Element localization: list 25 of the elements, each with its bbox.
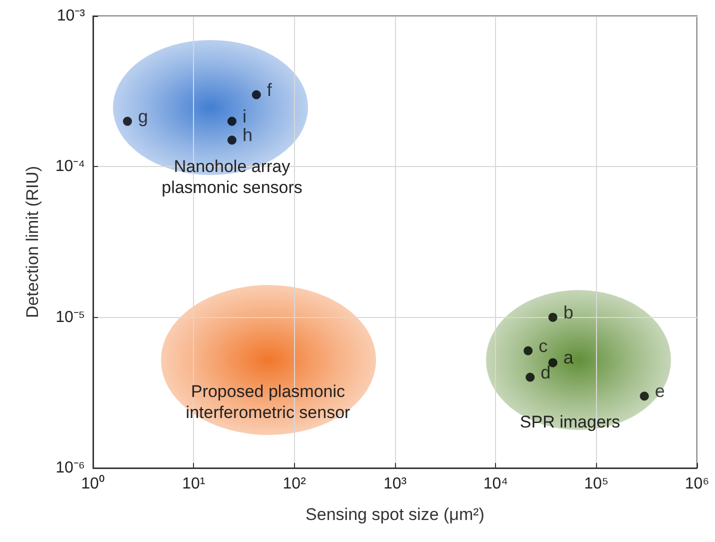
x-tick-label: 10¹ bbox=[182, 476, 206, 492]
x-tick-label: 10⁶ bbox=[684, 476, 710, 492]
x-tick-label: 10⁰ bbox=[81, 474, 105, 492]
y-tick-label: 10⁻⁴ bbox=[55, 158, 86, 176]
y-axis-title: Detection limit (RIU) bbox=[23, 166, 42, 318]
data-label: d bbox=[540, 362, 551, 382]
data-label: h bbox=[242, 125, 252, 146]
data-label: f bbox=[266, 80, 273, 100]
annotation: Proposed plasmonic interferometric sensor bbox=[186, 380, 350, 424]
annotation: SPR imagers bbox=[520, 411, 620, 433]
y-tick-label: 10⁻⁵ bbox=[56, 308, 85, 326]
data-label: i bbox=[242, 106, 246, 126]
data-label: a bbox=[563, 348, 574, 368]
data-label: g bbox=[138, 106, 148, 126]
x-tick-label: 10⁴ bbox=[483, 476, 508, 492]
y-tick-label: 10⁻⁶ bbox=[56, 460, 85, 476]
y-tick-label: 10⁻³ bbox=[56, 8, 86, 24]
x-tick-label: 10⁵ bbox=[584, 476, 609, 492]
x-tick-label: 10³ bbox=[383, 476, 408, 492]
data-label: b bbox=[563, 302, 574, 322]
data-label: e bbox=[654, 381, 665, 402]
annotation: Nanohole array plasmonic sensors bbox=[162, 156, 302, 198]
data-label: c bbox=[538, 336, 548, 356]
x-tick-label: 10² bbox=[282, 476, 307, 492]
x-axis-title: Sensing spot size (μm²) bbox=[306, 505, 484, 524]
